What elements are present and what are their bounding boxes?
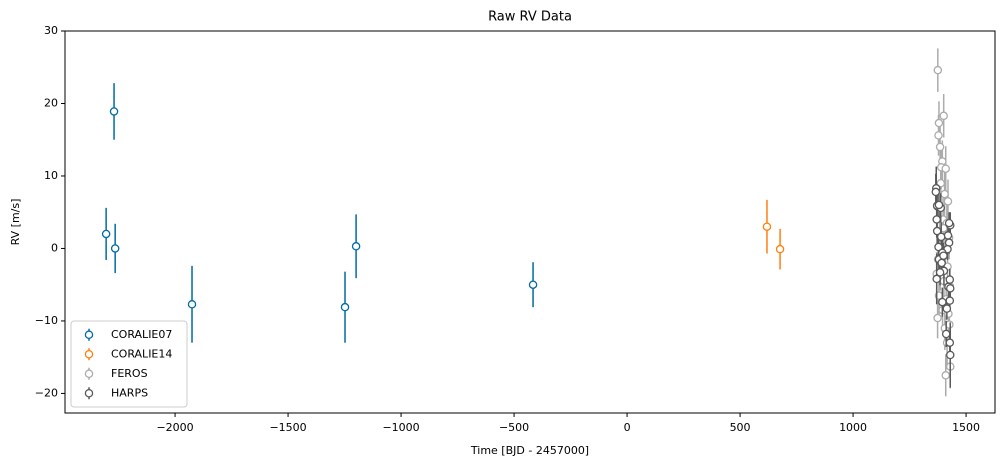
x-tick-label: 1000	[839, 421, 867, 434]
data-point	[941, 371, 950, 380]
data-point	[109, 107, 119, 116]
data-point	[939, 111, 948, 121]
x-tick-label: 0	[624, 421, 631, 434]
data-point	[101, 229, 111, 239]
data-point	[941, 164, 950, 173]
data-point	[775, 244, 785, 254]
x-tick-label: −500	[499, 421, 529, 434]
data-point	[936, 232, 946, 242]
legend-label: CORALIE07	[111, 328, 172, 341]
legend-symbol	[84, 330, 94, 339]
data-point	[934, 242, 943, 252]
y-tick-label: −10	[35, 314, 58, 327]
axes-frame	[64, 30, 996, 414]
data-point	[946, 350, 955, 360]
data-point	[936, 178, 946, 188]
data-point	[945, 275, 955, 284]
data-point	[932, 226, 942, 236]
data-point	[940, 189, 949, 199]
legend-symbol	[84, 388, 94, 398]
y-tick-label: −20	[35, 386, 58, 399]
data-point	[939, 251, 948, 260]
data-point	[110, 244, 120, 253]
data-point	[943, 231, 953, 240]
x-tick-label: 500	[730, 421, 751, 434]
data-point	[934, 131, 943, 140]
x-tick-label: −1500	[269, 421, 306, 434]
data-point	[937, 258, 946, 268]
data-point	[942, 304, 952, 313]
data-point	[528, 280, 538, 289]
x-tick-label: −2000	[156, 421, 193, 434]
data-point	[932, 274, 941, 284]
data-point	[944, 218, 954, 228]
data-point	[351, 242, 361, 251]
data-point	[945, 338, 955, 347]
data-point	[340, 302, 350, 312]
data-point	[932, 215, 941, 224]
data-point	[931, 187, 941, 197]
x-tick-label: −1000	[382, 421, 419, 434]
y-axis-label: RV [m/s]	[9, 199, 22, 246]
data-point	[935, 142, 945, 152]
legend-label: FEROS	[111, 367, 148, 380]
y-tick-label: 20	[44, 96, 58, 109]
data-point	[933, 313, 942, 323]
y-tick-label: 0	[51, 241, 58, 254]
chart-title: Raw RV Data	[488, 10, 572, 25]
data-point	[934, 118, 944, 128]
legend-label: HARPS	[111, 386, 148, 399]
data-point	[946, 284, 955, 293]
y-tick-label: 30	[44, 24, 58, 37]
data-point	[187, 300, 197, 309]
legend-symbol	[84, 369, 94, 378]
data-point	[938, 297, 947, 307]
data-point	[762, 222, 772, 231]
data-point	[933, 65, 943, 75]
legend-label: CORALIE14	[111, 347, 172, 360]
legend-symbol	[84, 349, 94, 359]
legend-box	[70, 320, 188, 408]
x-tick-label: 1500	[952, 421, 980, 434]
x-axis-label: Time [BJD - 2457000]	[470, 444, 589, 457]
y-tick-label: 10	[44, 169, 58, 182]
data-point	[941, 329, 951, 339]
data-point	[934, 200, 944, 210]
data-point	[935, 268, 945, 277]
data-point	[943, 197, 953, 206]
data-point	[945, 296, 955, 305]
